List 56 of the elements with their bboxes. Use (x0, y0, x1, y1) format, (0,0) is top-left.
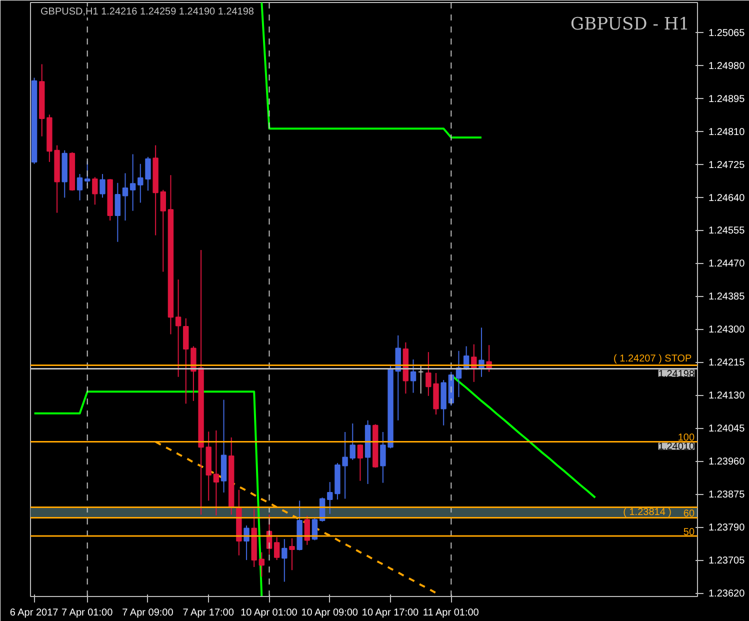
candlestick (327, 482, 333, 514)
x-tick-label: 7 Apr 01:00 (61, 608, 114, 618)
ref-line-label: ( 1.24207 ) STOP (614, 353, 692, 364)
y-tick-label: 1.24045 (708, 424, 746, 435)
chart-subtitle: GBPUSD,H1 1.24216 1.24259 1.24190 1.24198 (40, 6, 254, 18)
x-tick-label: 11 Apr 01:00 (422, 608, 480, 618)
candlestick (175, 279, 182, 378)
candlestick (114, 182, 121, 242)
candlestick (282, 538, 288, 582)
candlestick (274, 536, 280, 561)
y-tick-label: 1.24215 (708, 358, 746, 369)
x-tick-label: 7 Apr 17:00 (182, 608, 234, 618)
y-tick-label: 1.23875 (708, 490, 746, 501)
y-tick-label: 1.24385 (708, 292, 746, 303)
y-tick-label: 1.23960 (708, 456, 746, 468)
y-tick-label: 1.24980 (708, 60, 746, 72)
candlestick (160, 189, 166, 272)
candlestick (76, 173, 83, 201)
y-tick-label: 1.23705 (708, 556, 746, 567)
y-tick-label: 1.23790 (708, 522, 746, 534)
y-tick-label: 1.24725 (708, 160, 746, 171)
annotation: 60 (683, 508, 695, 520)
y-tick-label: 1.24640 (708, 192, 746, 204)
candlestick (304, 515, 310, 546)
candlestick (258, 552, 265, 578)
y-tick-label: 1.25065 (708, 28, 746, 39)
band-label: ( 1.23814 ) (623, 507, 672, 518)
x-tick-label: 10 Apr 01:00 (240, 608, 298, 618)
annotation: 1.24198 (658, 368, 695, 380)
text: GBPUSD - H1 (570, 14, 690, 34)
candlestick (312, 517, 318, 541)
annotation: 100 (678, 432, 695, 444)
candlestick (289, 538, 295, 571)
y-tick-label: 1.24300 (708, 324, 746, 336)
candlestick (183, 318, 189, 404)
y-tick-label: 1.24895 (708, 94, 746, 105)
y-tick-label: 1.24555 (708, 226, 746, 237)
candlestick (130, 154, 136, 212)
candlestick (92, 176, 98, 206)
candlestick (357, 444, 364, 482)
y-tick-label: 1.23620 (708, 588, 746, 600)
x-tick-label: 7 Apr 09:00 (122, 608, 174, 618)
y-tick-label: 1.24810 (708, 126, 746, 138)
y-tick-label: 1.24470 (708, 258, 746, 270)
candlestick (213, 430, 220, 516)
annotation: 50 (683, 526, 695, 538)
annotation: 1.24010 (658, 442, 695, 453)
candlestick (244, 525, 250, 561)
candlestick (122, 172, 128, 222)
candlestick (350, 422, 356, 460)
y-tick-label: 1.24130 (708, 390, 746, 402)
x-tick-label: 6 Apr 2017 (10, 608, 59, 618)
candlestick (100, 173, 106, 198)
x-tick-label: 10 Apr 17:00 (362, 608, 420, 618)
x-tick-label: 10 Apr 09:00 (301, 608, 358, 618)
candlestick (410, 358, 416, 394)
